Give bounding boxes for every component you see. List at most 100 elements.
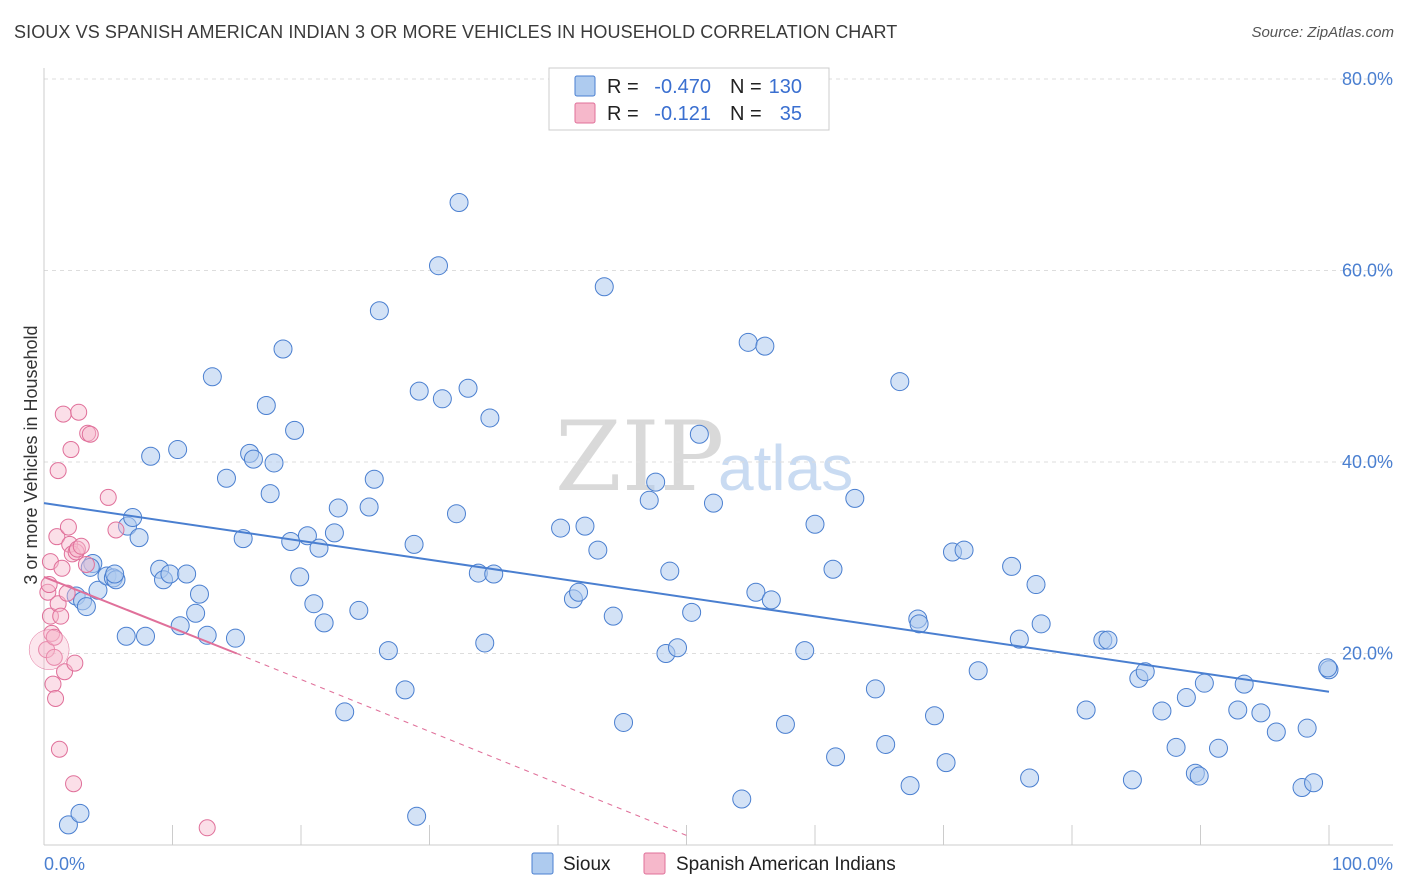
series-legend: Sioux Spanish American Indians <box>531 852 896 875</box>
axes <box>43 68 1393 846</box>
sioux-point <box>823 559 843 579</box>
spanish-point <box>66 654 84 672</box>
sioux-point <box>551 518 571 538</box>
sioux-point <box>588 540 608 560</box>
sioux-point <box>432 389 452 409</box>
legend-swatch-sioux <box>574 75 596 97</box>
legend-box <box>548 67 830 131</box>
sioux-point <box>80 557 100 577</box>
sioux-point <box>349 600 369 620</box>
sioux-point <box>909 614 929 634</box>
spanish-point <box>47 690 65 708</box>
sioux-point <box>116 626 136 646</box>
sioux-point <box>689 424 709 444</box>
spanish-point <box>41 607 59 625</box>
y-tick-labels: 20.0% 40.0% 60.0% 80.0% <box>1342 69 1393 664</box>
sioux-point <box>160 564 180 584</box>
sioux-point <box>732 789 752 809</box>
sioux-point <box>1098 630 1118 650</box>
trend-lines <box>43 502 1330 836</box>
legend-r-label-spanish: R = <box>607 103 639 125</box>
sioux-point <box>668 638 688 658</box>
bottom-legend-swatch-sioux <box>531 852 554 875</box>
sioux-point <box>954 540 974 560</box>
sioux-point <box>105 564 125 584</box>
sioux-point <box>1009 629 1029 649</box>
sioux-point <box>216 468 236 488</box>
sioux-point <box>876 734 896 754</box>
sioux-point <box>1251 703 1271 723</box>
sioux-point <box>900 776 920 796</box>
spanish-point <box>52 607 70 625</box>
sioux-point <box>324 523 344 543</box>
watermark-zip: ZIP <box>555 401 724 513</box>
sioux-point <box>480 408 500 428</box>
sioux-point <box>614 712 634 732</box>
sioux-point <box>1135 662 1155 682</box>
sioux-point <box>775 714 795 734</box>
sioux-point <box>1194 673 1214 693</box>
sioux-point <box>76 597 96 617</box>
spanish-points <box>28 403 216 837</box>
sioux-point <box>968 661 988 681</box>
sioux-point <box>761 590 781 610</box>
sioux-point <box>446 504 466 524</box>
y-tick-label: 40.0% <box>1342 452 1393 472</box>
spanish-point <box>54 405 72 423</box>
sioux-point <box>603 606 623 626</box>
sioux-point <box>1076 700 1096 720</box>
sioux-point <box>936 753 956 773</box>
x-tick-label-min: 0.0% <box>44 854 85 874</box>
sioux-point <box>243 449 263 469</box>
bottom-legend-label-sioux: Sioux <box>563 854 611 875</box>
sioux-point <box>660 561 680 581</box>
sioux-point <box>177 564 197 584</box>
sioux-point <box>369 301 389 321</box>
sioux-point <box>1176 688 1196 708</box>
x-tick-label-max: 100.0% <box>1332 854 1393 874</box>
spanish-point <box>49 462 67 480</box>
legend-n-label-spanish: N = <box>730 103 762 125</box>
sioux-point <box>202 367 222 387</box>
sioux-point <box>845 488 865 508</box>
sioux-point <box>378 641 398 661</box>
sioux-point <box>449 193 469 213</box>
sioux-point <box>738 332 758 352</box>
legend-r-value-sioux: -0.470 <box>654 76 711 98</box>
sioux-point <box>826 747 846 767</box>
spanish-point <box>198 819 216 837</box>
spanish-point <box>44 675 62 693</box>
sioux-point <box>407 806 427 826</box>
spanish-point <box>99 488 117 506</box>
sioux-point <box>703 493 723 513</box>
sioux-point <box>189 584 209 604</box>
sioux-point <box>646 472 666 492</box>
sioux-point <box>1031 614 1051 634</box>
sioux-point <box>428 256 448 276</box>
sioux-point <box>458 378 478 398</box>
y-tick-label: 60.0% <box>1342 261 1393 281</box>
sioux-point <box>746 582 766 602</box>
sioux-point <box>1152 701 1172 721</box>
sioux-point <box>1208 738 1228 758</box>
source-credit: Source: ZipAtlas.com <box>1251 24 1394 41</box>
sioux-point <box>335 702 355 722</box>
sioux-point <box>395 680 415 700</box>
y-axis-label: 3 or more Vehicles in Household <box>21 325 41 584</box>
sioux-point <box>805 514 825 534</box>
spanish-point <box>53 559 71 577</box>
spanish-point-large <box>28 629 70 670</box>
sioux-point <box>1318 658 1338 678</box>
sioux-point <box>314 613 334 633</box>
spanish-point <box>72 537 90 555</box>
sioux-point <box>594 277 614 297</box>
sioux-point <box>925 706 945 726</box>
gridlines <box>44 78 1393 654</box>
sioux-point <box>168 440 188 460</box>
spanish-trend-line <box>43 575 238 655</box>
legend-r-label-sioux: R = <box>607 76 639 98</box>
legend-n-value-sioux: 130 <box>769 76 802 98</box>
spanish-point <box>70 403 88 421</box>
spanish-trend-extension <box>236 653 687 836</box>
